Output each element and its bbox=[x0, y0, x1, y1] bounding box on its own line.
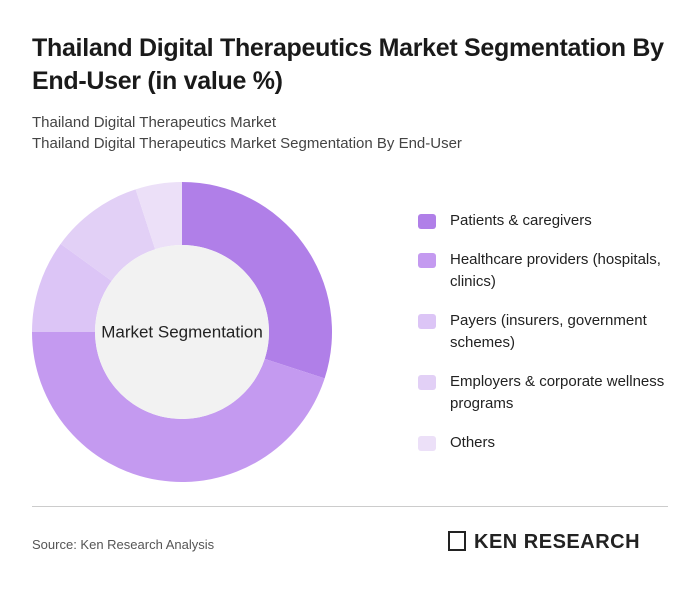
legend-swatch bbox=[418, 314, 436, 329]
legend-swatch bbox=[418, 436, 436, 451]
legend-label: Payers (insurers, government schemes) bbox=[450, 312, 647, 351]
chart-title: Thailand Digital Therapeutics Market Seg… bbox=[32, 34, 664, 95]
legend-swatch bbox=[418, 214, 436, 229]
legend-label: Others bbox=[450, 434, 496, 451]
legend-item: Patients & caregivers bbox=[418, 210, 678, 232]
legend-item: Healthcare providers (hospitals, clinics… bbox=[418, 249, 678, 293]
logo: KEN RESEARCH bbox=[448, 531, 640, 554]
donut-segment bbox=[135, 182, 182, 250]
donut-segment bbox=[32, 243, 112, 332]
legend-item: Employers & corporate wellness programs bbox=[418, 371, 678, 415]
legend-label: Employers & corporate wellness programs bbox=[450, 373, 665, 412]
legend-item: Payers (insurers, government schemes) bbox=[418, 310, 678, 354]
donut-segment bbox=[32, 332, 325, 482]
legend-swatch bbox=[418, 253, 436, 268]
divider bbox=[32, 506, 668, 507]
donut-chart: Market Segmentation bbox=[32, 182, 332, 482]
source: Source: Ken Research Analysis bbox=[32, 537, 215, 552]
legend: Patients & caregivers Healthcare provider… bbox=[418, 210, 678, 471]
center-label: Market Segmentation bbox=[101, 322, 263, 341]
logo-text: KEN RESEARCH bbox=[474, 531, 641, 553]
legend-label: Healthcare providers (hospitals, clinics… bbox=[450, 251, 661, 290]
logo-icon bbox=[448, 531, 466, 551]
donut-segment bbox=[60, 189, 156, 281]
legend-item: Others bbox=[418, 432, 678, 454]
donut-segment bbox=[182, 182, 332, 379]
legend-swatch bbox=[418, 375, 436, 390]
donut-hole bbox=[95, 245, 269, 419]
subtitle: Thailand Digital Therapeutics Market Seg… bbox=[32, 135, 462, 152]
subtitle: Thailand Digital Therapeutics Market bbox=[32, 114, 277, 131]
legend-label: Patients & caregivers bbox=[450, 212, 592, 229]
